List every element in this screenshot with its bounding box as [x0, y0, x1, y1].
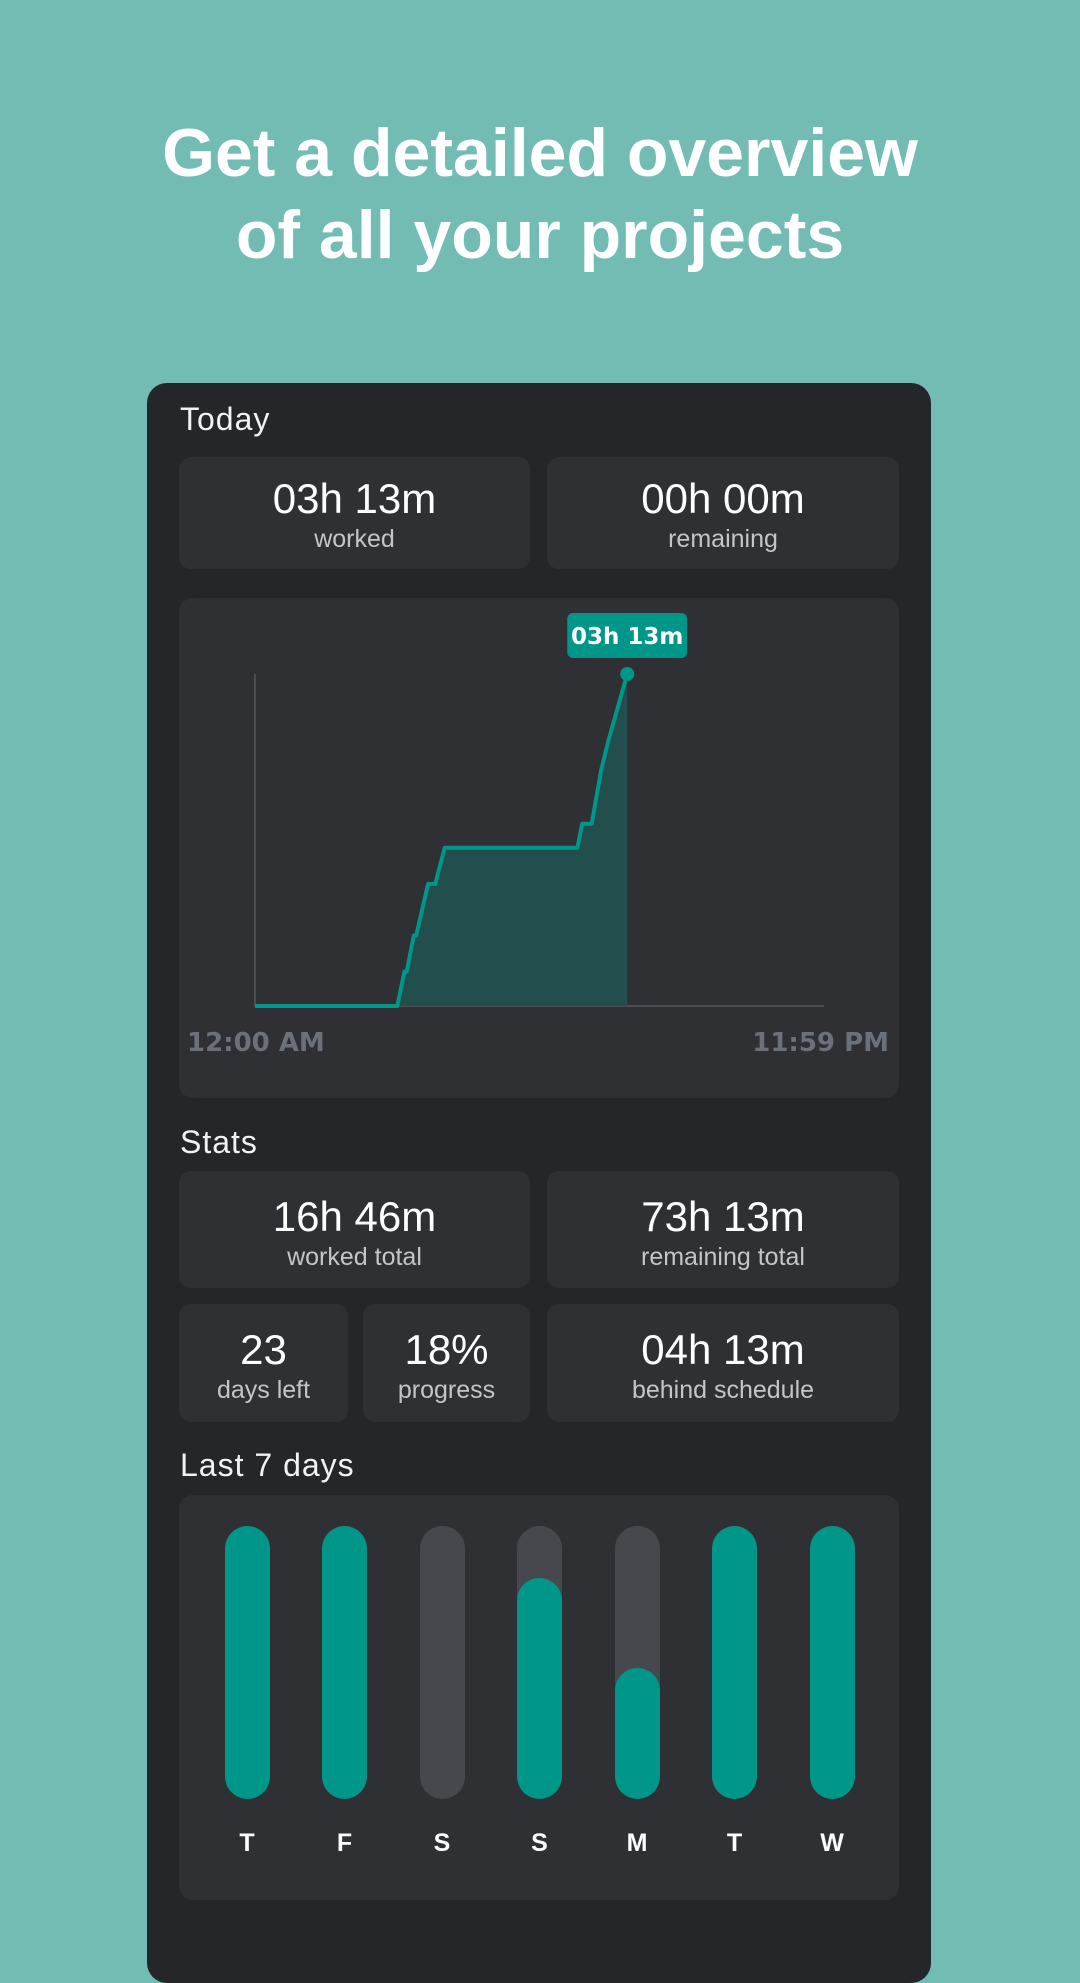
day-bar-fill	[517, 1577, 562, 1799]
last-7-days-heading: Last 7 days	[180, 1447, 355, 1483]
day-bar-track	[517, 1526, 562, 1799]
day-bar-fill	[712, 1526, 757, 1799]
worked-line	[255, 673, 630, 1008]
day-bar-track	[322, 1526, 367, 1799]
day-bar-fill	[809, 1526, 855, 1799]
remaining-tile: 00h 00m remaining	[547, 457, 899, 569]
today-chart-panel: 03h 13m 12:00 AM 11:59 PM	[179, 598, 899, 1098]
day-bar-fill	[224, 1526, 270, 1799]
day-label: S	[433, 1829, 451, 1857]
today-heading: Today	[180, 401, 271, 437]
behind-schedule-label: behind schedule	[631, 1376, 815, 1404]
day-label: S	[531, 1829, 548, 1857]
days-left-value: 23	[240, 1326, 287, 1373]
day-label: W	[820, 1829, 844, 1857]
day-label: T	[726, 1829, 743, 1857]
headline-line-2: of all your projects	[235, 197, 845, 273]
day-bar-track	[224, 1526, 270, 1799]
day-bar-track	[419, 1526, 465, 1799]
day-bar-track	[614, 1526, 660, 1799]
worked-total-label: worked total	[287, 1243, 422, 1271]
day-bar-track	[712, 1526, 757, 1799]
day-label: F	[336, 1829, 353, 1857]
behind-schedule-value: 04h 13m	[641, 1326, 805, 1373]
days-left-tile: 23 days left	[179, 1304, 348, 1422]
progress-label: progress	[397, 1376, 496, 1404]
x-end-label: 11:59 PM	[752, 1028, 889, 1058]
x-start-label: 12:00 AM	[187, 1028, 325, 1058]
remaining-total-value: 73h 13m	[641, 1193, 805, 1240]
tooltip-box	[567, 613, 688, 658]
day-bar-fill	[322, 1526, 367, 1799]
worked-total-value: 16h 46m	[272, 1193, 437, 1240]
remaining-value: 00h 00m	[641, 475, 805, 522]
current-point	[620, 667, 635, 681]
tooltip-text: 03h 13m	[571, 624, 683, 650]
stats-heading: Stats	[180, 1124, 258, 1160]
remaining-label: remaining	[668, 525, 778, 553]
behind-schedule-tile: 04h 13m behind schedule	[547, 1304, 899, 1422]
day-bar-track	[809, 1526, 855, 1799]
progress-value: 18%	[404, 1326, 489, 1373]
day-label: M	[626, 1829, 648, 1857]
today-chart: 03h 13m 12:00 AM 11:59 PM	[187, 613, 889, 1058]
headline: Get a detailed overview of all your proj…	[0, 112, 1080, 276]
progress-tile: 18% progress	[363, 1304, 530, 1422]
days-left-label: days left	[216, 1376, 311, 1404]
day-bar-fill	[614, 1667, 660, 1799]
worked-tile: 03h 13m worked	[179, 457, 530, 569]
worked-value: 03h 13m	[272, 475, 437, 522]
worked-label: worked	[314, 525, 395, 553]
remaining-total-label: remaining total	[641, 1243, 805, 1271]
worked-area	[255, 674, 628, 1006]
headline-line-1: Get a detailed overview	[162, 115, 918, 191]
day-label: T	[239, 1829, 255, 1857]
remaining-total-tile: 73h 13m remaining total	[547, 1171, 899, 1288]
worked-total-tile: 16h 46m worked total	[179, 1171, 530, 1288]
